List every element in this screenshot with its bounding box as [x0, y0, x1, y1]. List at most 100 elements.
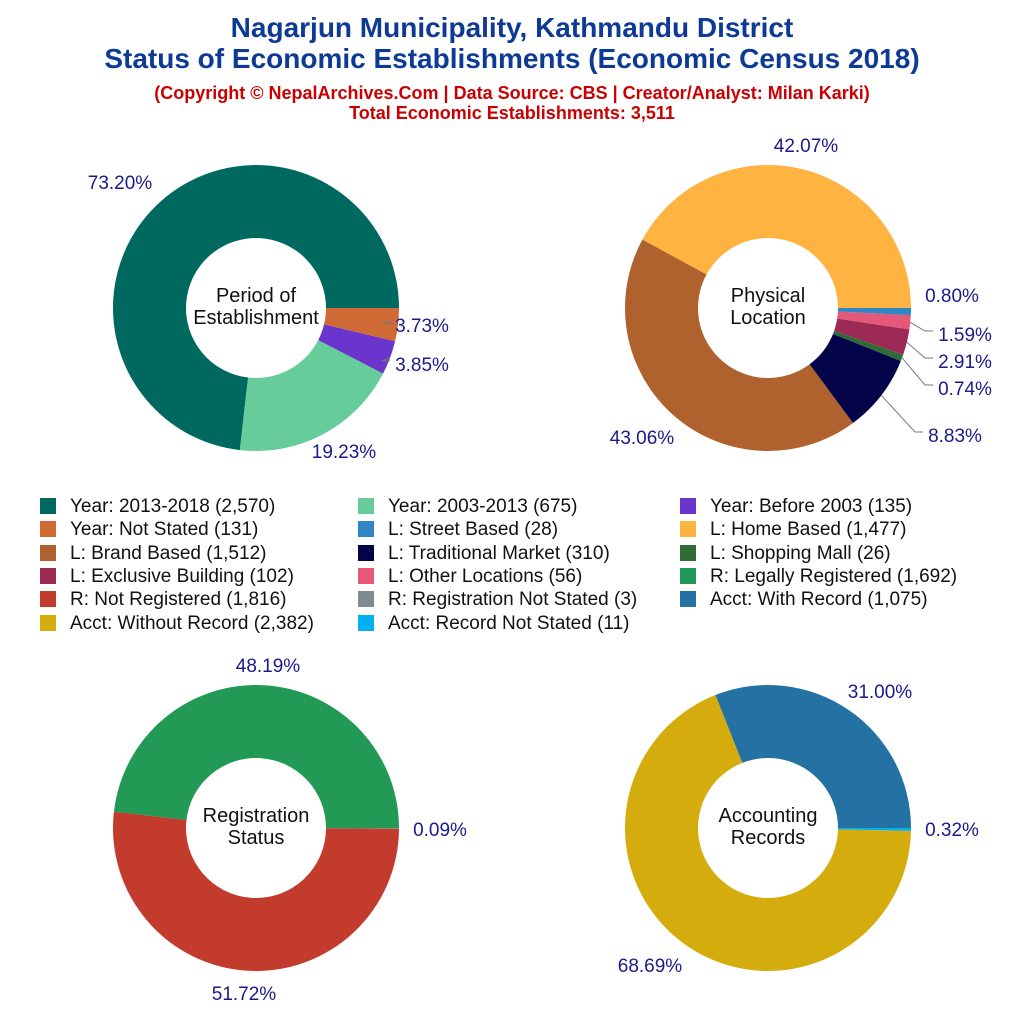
donut-slice [837, 311, 911, 330]
chart-total: Total Economic Establishments: 3,511 [349, 103, 675, 123]
legend-swatch [40, 614, 56, 631]
legend-item: Year: 2013-2018 (2,570) [40, 496, 275, 518]
legend-label: L: Brand Based (1,512) [70, 542, 267, 564]
legend-label: Year: Before 2003 (135) [710, 496, 913, 517]
legend-item: L: Shopping Mall (26) [680, 543, 891, 565]
percent-label: 42.07% [774, 136, 839, 157]
donut-slice [113, 684, 400, 828]
legend-swatch [40, 498, 56, 514]
legend-item: R: Legally Registered (1,692) [680, 566, 957, 588]
percent-label: 3.73% [395, 316, 449, 337]
leader-line [906, 341, 933, 359]
legend-item: L: Street Based (28) [358, 519, 558, 541]
legend-item: L: Home Based (1,477) [680, 519, 906, 541]
legend-item: L: Traditional Market (310) [358, 543, 610, 565]
donut-slice [833, 330, 904, 361]
center-label: Registration [203, 805, 310, 827]
donut-slice [642, 164, 911, 308]
legend-swatch [680, 521, 696, 538]
center-label: Status [228, 827, 285, 849]
legend-swatch [40, 521, 56, 538]
legend-label: Year: 2003-2013 (675) [388, 496, 578, 517]
legend-item: Year: Not Stated (131) [40, 519, 258, 541]
percent-label: 8.83% [928, 426, 982, 447]
percent-label: 43.06% [610, 428, 675, 449]
chart-title-line1: Nagarjun Municipality, Kathmandu Distric… [230, 12, 794, 43]
percent-label: 0.09% [413, 820, 467, 841]
donut-slice [625, 695, 911, 971]
percent-label: 2.91% [938, 352, 992, 373]
center-label: Establishment [193, 307, 319, 329]
legend-label: L: Shopping Mall (26) [710, 542, 891, 564]
legend-swatch [358, 567, 374, 584]
percent-label: 73.20% [88, 173, 153, 194]
legend-swatch [358, 591, 374, 608]
legend-label: L: Other Locations (56) [388, 565, 583, 587]
center-label: Location [730, 307, 806, 329]
percent-label: 68.69% [618, 956, 683, 977]
legend-item: L: Other Locations (56) [358, 566, 582, 588]
center-label: Period of [216, 285, 296, 307]
percent-label: 0.32% [925, 820, 979, 841]
legend-label: R: Legally Registered (1,692) [710, 565, 958, 587]
chart-subtitle: (Copyright © NepalArchives.Com | Data So… [154, 83, 870, 103]
legend-label: L: Exclusive Building (102) [70, 565, 294, 587]
legend-label: Acct: Without Record (2,382) [70, 612, 314, 634]
legend-item: R: Registration Not Stated (3) [358, 589, 637, 611]
chart-title-line2: Status of Economic Establishments (Econo… [104, 43, 920, 74]
legend-label: L: Traditional Market (310) [388, 542, 610, 564]
center-label: Records [731, 827, 805, 849]
donut-slice [809, 333, 901, 423]
center-label: Accounting [719, 805, 818, 827]
donut-slice [318, 324, 396, 374]
legend-item: Year: Before 2003 (135) [680, 496, 912, 518]
legend-swatch [40, 567, 56, 584]
legend-label: Year: Not Stated (131) [70, 519, 259, 541]
leader-line [880, 394, 923, 433]
leader-line [910, 321, 933, 332]
legend-swatch [358, 498, 374, 514]
donut-slice [715, 684, 911, 828]
legend-label: L: Street Based (28) [388, 519, 559, 541]
donut-slice [837, 828, 911, 831]
legend-item: L: Exclusive Building (102) [40, 566, 294, 588]
leader-line [381, 357, 391, 362]
donut-slice [324, 308, 399, 342]
percent-label: 51.72% [212, 984, 277, 1005]
percent-label: 31.00% [848, 682, 913, 703]
legend-label: R: Registration Not Stated (3) [388, 589, 638, 611]
legend-label: Year: 2013-2018 (2,570) [70, 496, 276, 517]
donut-slice [113, 164, 399, 451]
leader-line [381, 321, 399, 326]
percent-label: 0.80% [925, 286, 979, 307]
donut-slice [625, 239, 854, 451]
legend-swatch [680, 498, 696, 514]
percent-label: 19.23% [312, 442, 377, 463]
center-label: Physical [731, 285, 805, 307]
percent-label: 0.74% [938, 379, 992, 400]
percent-label: 48.19% [236, 656, 301, 677]
donut-slice [112, 811, 399, 972]
donut-slice [239, 340, 384, 451]
legend-swatch [680, 591, 696, 608]
legend-item: Acct: Without Record (2,382) [40, 613, 314, 635]
legend-item: Acct: Record Not Stated (11) [358, 613, 629, 635]
donut-slice [325, 828, 399, 829]
legend-label: R: Not Registered (1,816) [70, 589, 287, 611]
legend-label: L: Home Based (1,477) [710, 519, 907, 541]
legend-item: Year: 2003-2013 (675) [358, 496, 577, 518]
legend-swatch [358, 614, 374, 631]
legend-item: L: Brand Based (1,512) [40, 543, 266, 565]
legend-item: Acct: With Record (1,075) [680, 589, 928, 611]
legend-swatch [358, 544, 374, 561]
legend-swatch [680, 544, 696, 561]
legend-swatch [358, 521, 374, 538]
donut-slice [834, 318, 910, 355]
legend-label: Acct: Record Not Stated (11) [388, 612, 630, 634]
legend-item: R: Not Registered (1,816) [40, 589, 287, 611]
legend-label: Acct: With Record (1,075) [710, 589, 928, 611]
percent-label: 1.59% [938, 325, 992, 346]
donut-slice [837, 308, 911, 316]
